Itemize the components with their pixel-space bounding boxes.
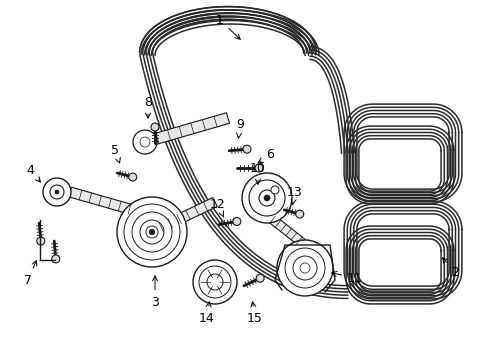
Circle shape: [149, 229, 155, 235]
Circle shape: [243, 145, 251, 153]
Circle shape: [233, 217, 241, 225]
Polygon shape: [69, 187, 142, 217]
Polygon shape: [144, 113, 229, 147]
Text: 8: 8: [144, 95, 152, 118]
Circle shape: [277, 240, 333, 296]
Circle shape: [300, 263, 310, 273]
Circle shape: [255, 164, 263, 172]
Circle shape: [193, 260, 237, 304]
Text: 13: 13: [287, 185, 303, 204]
Text: 1: 1: [216, 13, 240, 39]
Text: 14: 14: [199, 302, 215, 324]
Text: 5: 5: [111, 144, 121, 163]
Text: 15: 15: [247, 302, 263, 324]
Circle shape: [50, 185, 64, 199]
Circle shape: [242, 173, 292, 223]
Circle shape: [52, 255, 60, 263]
Circle shape: [133, 130, 157, 154]
Text: 11: 11: [332, 271, 363, 284]
Circle shape: [37, 237, 45, 245]
Circle shape: [55, 190, 59, 194]
Circle shape: [256, 274, 264, 282]
Polygon shape: [264, 211, 308, 248]
Circle shape: [296, 210, 304, 218]
Circle shape: [43, 178, 71, 206]
Text: 12: 12: [210, 198, 226, 217]
Text: 9: 9: [236, 118, 244, 138]
Text: 2: 2: [442, 258, 459, 279]
Text: 4: 4: [26, 163, 41, 182]
Text: 10: 10: [250, 162, 266, 184]
Text: 6: 6: [258, 148, 274, 163]
Circle shape: [264, 195, 270, 201]
Circle shape: [151, 123, 159, 131]
Circle shape: [117, 197, 187, 267]
Text: 7: 7: [24, 261, 37, 287]
Polygon shape: [150, 198, 217, 237]
Circle shape: [259, 190, 275, 206]
Circle shape: [140, 137, 150, 147]
Circle shape: [129, 173, 137, 181]
Text: 3: 3: [151, 276, 159, 309]
Circle shape: [271, 186, 279, 194]
